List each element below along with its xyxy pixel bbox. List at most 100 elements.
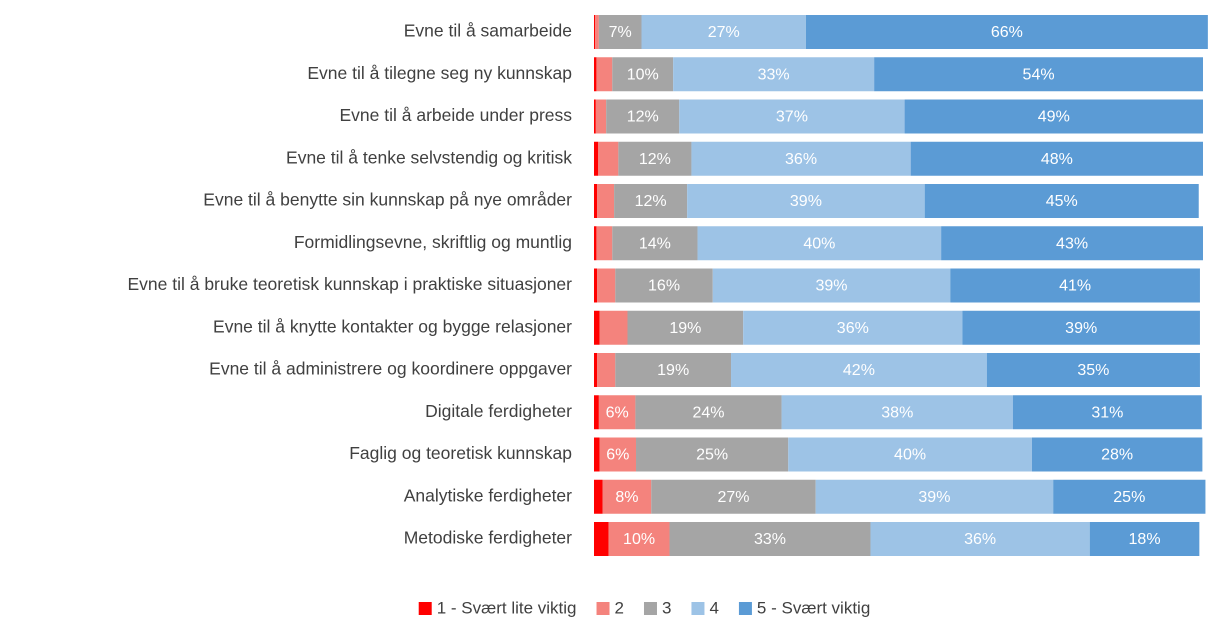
bar-segment	[606, 99, 680, 134]
data-label: 36%	[837, 320, 869, 337]
category-label: Evne til å arbeide under press	[340, 105, 573, 125]
legend-label: 5 - Svært viktig	[757, 598, 870, 617]
bar-segment	[924, 184, 1199, 218]
data-label: 18%	[1129, 531, 1161, 548]
bar-segment	[615, 268, 713, 303]
data-label: 7%	[609, 24, 632, 41]
bar-segment	[1012, 395, 1202, 430]
data-label: 14%	[639, 235, 671, 252]
bar-segment	[598, 141, 619, 176]
data-label: 12%	[635, 193, 667, 210]
bar-segment	[594, 226, 597, 261]
data-label: 25%	[696, 447, 728, 464]
data-label: 27%	[708, 24, 740, 41]
category-label: Evne til å benytte sin kunnskap på nye o…	[203, 190, 572, 210]
bar-segment	[941, 226, 1203, 261]
bar-segment	[781, 395, 1013, 430]
bar-segment	[1053, 479, 1206, 514]
data-label: 35%	[1077, 362, 1109, 379]
bar-segment	[962, 310, 1200, 345]
bar-segment	[950, 268, 1200, 303]
data-label: 49%	[1038, 109, 1070, 126]
data-label: 45%	[1046, 193, 1078, 210]
bar-segment	[594, 184, 598, 218]
bar-segment	[679, 99, 905, 134]
bar-segment	[614, 184, 688, 218]
bar-segment	[594, 99, 596, 134]
category-label: Evne til å tilegne seg ny kunnskap	[307, 63, 572, 83]
data-label: 39%	[790, 193, 822, 210]
legend-swatch	[643, 602, 657, 615]
bar-segment	[594, 57, 597, 92]
bar-segment	[669, 522, 871, 556]
data-label: 28%	[1101, 447, 1133, 464]
legend-swatch	[596, 602, 610, 615]
data-label: 27%	[717, 489, 749, 506]
data-label: 24%	[692, 404, 724, 421]
bar-segment	[599, 437, 637, 472]
data-label: 37%	[776, 109, 808, 126]
category-label: Digitale ferdigheter	[425, 401, 572, 421]
bar-segment	[594, 15, 596, 49]
bar-segment	[697, 226, 942, 261]
bar-segment	[597, 268, 616, 303]
bar-segment	[595, 15, 599, 49]
bar-segment	[608, 522, 670, 556]
data-label: 10%	[623, 531, 655, 548]
bar-segment	[731, 353, 987, 387]
bar-segment	[594, 310, 600, 345]
data-label: 31%	[1091, 404, 1123, 421]
bar-segment	[594, 395, 599, 430]
bar-segment	[594, 353, 598, 387]
bar-segment	[597, 353, 616, 387]
bar-segment	[602, 479, 652, 514]
bar-segment	[598, 395, 636, 430]
bar-segment	[599, 310, 628, 345]
legend-label: 3	[662, 598, 671, 617]
data-label: 40%	[894, 447, 926, 464]
legend-label: 1 - Svært lite viktig	[437, 598, 577, 617]
data-label: 19%	[669, 320, 701, 337]
bar-segment	[874, 57, 1203, 92]
bar-segment	[594, 437, 600, 472]
data-label: 66%	[991, 24, 1023, 41]
bar-segment	[636, 437, 789, 472]
data-label: 6%	[606, 404, 629, 421]
bar-segment	[788, 437, 1032, 472]
data-label: 33%	[758, 66, 790, 83]
data-label: 12%	[639, 151, 671, 168]
data-label: 36%	[964, 531, 996, 548]
bar-segment	[635, 395, 782, 430]
data-label: 8%	[615, 489, 638, 506]
bar-segment	[870, 522, 1090, 556]
bar-segment	[594, 522, 609, 556]
legend-swatch	[691, 602, 705, 615]
legend-label: 4	[709, 598, 718, 617]
data-label: 36%	[785, 151, 817, 168]
data-label: 25%	[1113, 489, 1145, 506]
bar-segment	[815, 479, 1054, 514]
data-label: 42%	[843, 362, 875, 379]
data-label: 6%	[606, 447, 629, 464]
legend-label: 2	[615, 598, 624, 617]
bar-segment	[597, 184, 615, 218]
bar-segment	[612, 226, 698, 261]
bar-segment	[598, 15, 642, 49]
data-label: 48%	[1041, 151, 1073, 168]
bar-segment	[687, 184, 925, 218]
category-label: Evne til å bruke teoretisk kunnskap i pr…	[127, 274, 572, 294]
category-label: Evne til å samarbeide	[404, 21, 572, 41]
category-label: Evne til å tenke selvstendig og kritisk	[286, 147, 572, 167]
data-label: 54%	[1023, 66, 1055, 83]
bar-segment	[1031, 437, 1203, 472]
data-label: 33%	[754, 531, 786, 548]
bar-segment	[594, 141, 599, 176]
bar-segment	[904, 99, 1203, 134]
bar-segment	[596, 57, 613, 92]
data-label: 39%	[815, 278, 847, 295]
category-label: Evne til å knytte kontakter og bygge rel…	[213, 316, 572, 336]
category-label: Formidlingsevne, skriftlig og muntlig	[294, 232, 572, 252]
data-label: 10%	[627, 66, 659, 83]
category-label: Faglig og teoretisk kunnskap	[349, 443, 572, 463]
data-label: 39%	[918, 489, 950, 506]
